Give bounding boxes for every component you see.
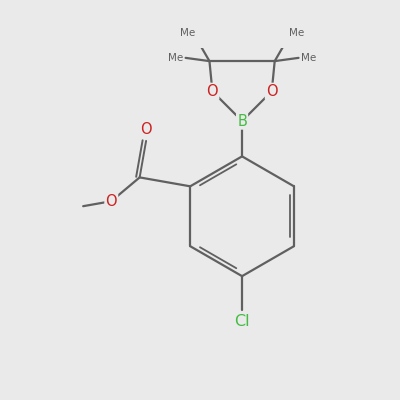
Text: O: O [207, 84, 218, 99]
Text: Cl: Cl [234, 314, 250, 329]
Text: O: O [266, 84, 278, 99]
Text: B: B [237, 114, 247, 128]
Text: Me: Me [180, 28, 195, 38]
Text: Me: Me [301, 53, 316, 63]
Text: O: O [140, 122, 152, 137]
Text: Me: Me [168, 53, 183, 63]
Text: Me: Me [289, 28, 304, 38]
Text: O: O [106, 194, 117, 209]
